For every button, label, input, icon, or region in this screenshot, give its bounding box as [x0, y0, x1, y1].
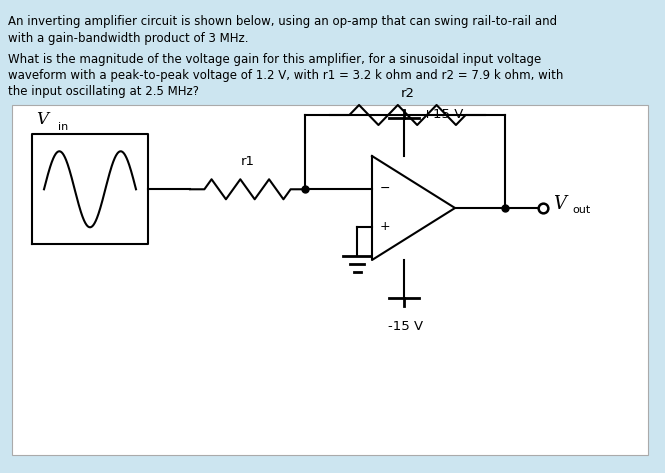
Text: +: + — [380, 220, 390, 233]
Text: the input oscillating at 2.5 MHz?: the input oscillating at 2.5 MHz? — [8, 85, 199, 98]
Text: -15 V: -15 V — [388, 320, 423, 333]
Text: waveform with a peak-to-peak voltage of 1.2 V, with r1 = 3.2 k ohm and r2 = 7.9 : waveform with a peak-to-peak voltage of … — [8, 69, 563, 82]
Text: r1: r1 — [241, 155, 255, 168]
Bar — [12, 105, 648, 455]
Text: V: V — [553, 195, 566, 213]
Text: V: V — [36, 111, 48, 128]
Text: in: in — [58, 123, 68, 132]
Text: r2: r2 — [400, 87, 414, 100]
Text: An inverting amplifier circuit is shown below, using an op-amp that can swing ra: An inverting amplifier circuit is shown … — [8, 15, 557, 28]
Text: −: − — [380, 182, 390, 195]
Text: What is the magnitude of the voltage gain for this amplifier, for a sinusoidal i: What is the magnitude of the voltage gai… — [8, 53, 541, 66]
Text: +15 V: +15 V — [422, 107, 463, 121]
Text: out: out — [572, 205, 591, 215]
Text: with a gain-bandwidth product of 3 MHz.: with a gain-bandwidth product of 3 MHz. — [8, 32, 249, 45]
